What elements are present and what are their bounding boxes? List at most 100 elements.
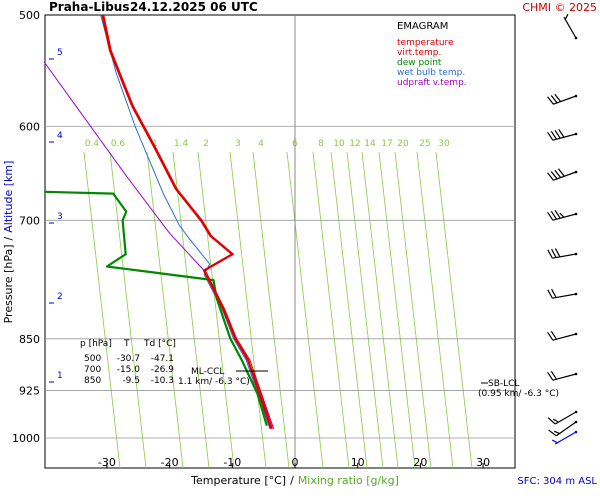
y-axis-title: Pressure [hPa] / Altitude [km] <box>2 161 15 324</box>
wind-barb-feather <box>553 418 559 423</box>
wind-barb-staff <box>552 333 577 341</box>
mixing-ratio-line <box>172 151 210 469</box>
wind-barb-feather <box>547 417 556 425</box>
altitude-tick-label: 1 <box>57 371 63 381</box>
mixing-ratio-label: 4 <box>258 139 264 149</box>
wind-barb-feather <box>547 371 554 381</box>
table-header-t: T <box>123 339 130 349</box>
wind-barb <box>551 430 578 445</box>
wind-barb-feather <box>550 330 558 340</box>
x-axis-title-mixing: Mixing ratio [g/kg] <box>298 474 399 487</box>
mixing-ratio-line <box>83 151 121 469</box>
legend-title: EMAGRAM <box>397 21 448 32</box>
wind-barb-staff <box>554 411 577 425</box>
wind-barb-station <box>574 94 578 98</box>
wind-barb-feather <box>547 211 554 221</box>
series-wet-bulb-temp <box>100 14 271 429</box>
sfc-elevation-note: SFC: 304 m ASL <box>517 476 597 487</box>
pressure-tick-label: 925 <box>19 384 40 397</box>
table-row-500-t: -30.7 <box>117 354 140 364</box>
wind-barb-feather <box>551 288 557 298</box>
altitude-tick-label: 3 <box>57 212 63 222</box>
pressure-tick-label: 850 <box>19 333 40 346</box>
mixing-ratio-label: 3 <box>235 139 241 149</box>
ml-ccl-label: ML-CCL <box>191 367 224 377</box>
legend-item-virt-temp: virt.temp. <box>397 48 441 58</box>
wind-barb-staff <box>552 133 577 141</box>
x-axis-title-sep: / <box>290 474 294 487</box>
table-row-850-p: 850 <box>84 376 101 386</box>
x-axis-title: Temperature [°C] / Mixing ratio [g/kg] <box>190 474 399 487</box>
mixing-ratio-line <box>416 151 454 469</box>
temperature-tick-label: 20 <box>413 456 427 469</box>
mixing-ratio-label: 0.6 <box>111 139 126 149</box>
table-row-700-p: 700 <box>84 365 101 375</box>
legend: EMAGRAM temperature virt.temp. dew point… <box>397 21 467 88</box>
wind-barb <box>547 410 578 425</box>
mixing-ratio-line <box>346 151 384 469</box>
wind-barb-station <box>574 132 578 136</box>
wind-barb-station <box>574 372 578 376</box>
wind-barb-feather <box>550 370 558 380</box>
wind-barb <box>547 248 578 259</box>
y-axis-title-sep: / <box>2 236 15 240</box>
legend-item-temperature: temperature <box>397 38 454 48</box>
mixing-ratio-lines: 0.40.611.42346810121417202530 <box>83 139 473 469</box>
wind-barb-staff <box>563 16 577 39</box>
wind-barb-feather <box>547 172 554 181</box>
wind-barb <box>547 128 578 141</box>
table-row-500-td: -47.1 <box>151 354 174 364</box>
wind-barb-feather <box>550 95 558 104</box>
wind-barb-feather <box>554 169 562 178</box>
wind-barb <box>547 209 578 221</box>
table-row-850-td: -10.3 <box>151 376 174 386</box>
wind-barb <box>547 370 578 381</box>
mixing-ratio-line <box>286 151 324 469</box>
wind-barb-feather <box>547 96 554 105</box>
wind-barb-staff <box>552 373 577 381</box>
table-row-700-t: -15.0 <box>117 365 141 375</box>
wind-barb-feather <box>564 13 569 20</box>
mixing-ratio-label: 14 <box>364 139 376 149</box>
pressure-tick-label: 600 <box>19 120 40 133</box>
sb-lcl-value: (0.95 km/ -6.3 °C) <box>478 389 559 399</box>
series-temperature <box>101 14 273 430</box>
wind-barb-feather <box>550 171 558 180</box>
altitude-ticks: 1 2 3 4 5 <box>49 48 63 383</box>
mixing-ratio-line <box>394 151 432 469</box>
mixing-ratio-line <box>197 151 235 469</box>
series-dew-point <box>44 190 268 427</box>
wind-barb-feather <box>551 248 557 258</box>
mixing-ratio-label: 30 <box>438 139 450 149</box>
ml-ccl-value: 1.1 km/ -6.3 °C) <box>178 377 250 387</box>
mixing-ratio-label: 1 <box>152 139 158 149</box>
mixing-ratio-label: 10 <box>333 139 345 149</box>
mixing-ratio-line <box>312 151 350 469</box>
mixing-ratio-line <box>361 151 399 469</box>
temperature-tick-label: -20 <box>161 456 179 469</box>
mixing-ratio-label: 2 <box>203 139 209 149</box>
wind-barb-feather <box>547 249 553 259</box>
temperature-tick-label: -30 <box>98 456 116 469</box>
temperature-tick-label: 0 <box>292 456 299 469</box>
wind-barb <box>547 330 578 341</box>
wind-barb-feather <box>559 212 565 218</box>
wind-barb-station <box>574 212 578 216</box>
pressure-tick-label: 500 <box>19 9 40 22</box>
wind-barb-station <box>574 420 578 424</box>
ml-ccl-annotation: ML-CCL 1.1 km/ -6.3 °C) <box>178 367 268 387</box>
wind-barb-station <box>574 430 578 434</box>
station-title: Praha-Libus <box>49 0 129 14</box>
wind-barb <box>547 93 578 105</box>
wind-barb-feather <box>548 429 557 437</box>
legend-item-updraft: udpraft v.temp. <box>397 78 467 88</box>
temperature-tick-label: 10 <box>351 456 365 469</box>
wind-barb-staff <box>552 213 577 221</box>
table-row-850-t: -9.5 <box>122 376 140 386</box>
altitude-tick-label: 4 <box>57 131 63 141</box>
y-axis-title-pressure: Pressure [hPa] <box>2 244 15 323</box>
wind-barb-feather <box>554 248 561 258</box>
wind-barb-feather <box>550 130 558 140</box>
